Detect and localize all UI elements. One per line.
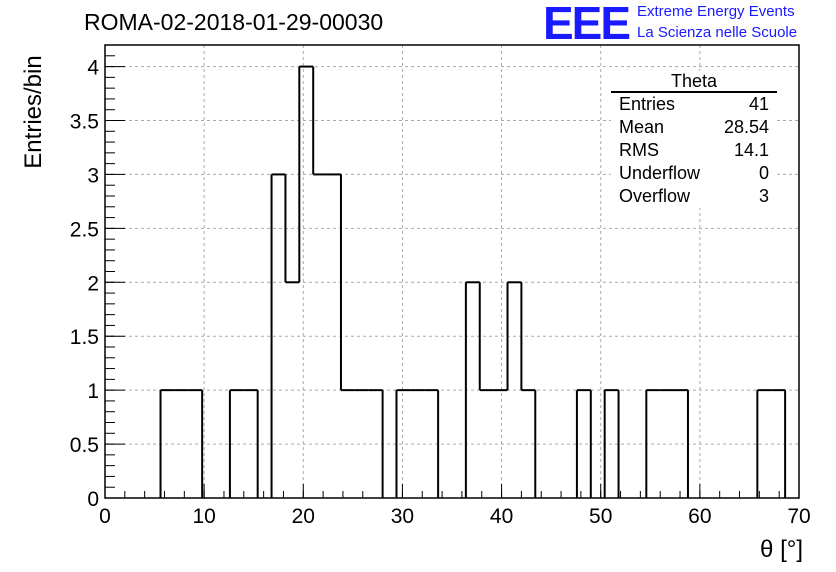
stats-label: Mean [619,117,665,137]
y-tick-label: 3 [87,164,99,187]
stats-label: Entries [619,94,676,114]
x-tick-label: 0 [99,505,111,528]
stats-label: Underflow [619,163,701,183]
x-tick-label: 30 [391,505,414,528]
x-tick-label: 70 [787,505,810,528]
y-tick-label: 0.5 [70,434,99,457]
y-tick-label: 4 [87,57,99,80]
stats-title: Theta [611,71,777,93]
stats-value: 14.1 [733,140,769,160]
eee-logo: EEE [543,0,631,49]
stats-value: 28.54 [723,117,769,137]
y-tick-label: 1 [87,380,99,403]
stats-value: 41 [748,94,769,114]
y-tick-label: 3.5 [70,111,99,134]
stats-row-underflow: Underflow 0 [611,162,777,185]
stats-label: RMS [619,140,659,160]
chart-title: ROMA-02-2018-01-29-00030 [84,9,384,35]
stats-box: Theta Entries 41 Mean 28.54 RMS 14.1 Underf… [611,71,777,208]
histogram [159,65,787,498]
x-tick-label: 40 [490,505,513,528]
x-tick-label: 20 [292,505,315,528]
x-tick-label: 10 [192,505,215,528]
stats-value: 0 [758,163,769,183]
x-axis-label: θ [°] [760,536,803,563]
stats-row-mean: Mean 28.54 [611,116,777,139]
y-tick-label: 1.5 [70,326,99,349]
y-tick-label: 2 [87,272,99,295]
y-tick-label: 2.5 [70,218,99,241]
stats-value: 3 [758,186,769,206]
x-tick-label: 60 [688,505,711,528]
stats-row-rms: RMS 14.1 [611,139,777,162]
x-tick-label: 50 [589,505,612,528]
stats-row-entries: Entries 41 [611,93,777,116]
stats-label: Overflow [619,186,691,206]
y-axis-label: Entries/bin [20,55,47,169]
logo-line-1: Extreme Energy Events [637,3,795,20]
logo-line-2: La Scienza nelle Scuole [637,24,798,41]
stats-row-overflow: Overflow 3 [611,185,777,208]
y-tick-label: 0 [87,488,99,511]
